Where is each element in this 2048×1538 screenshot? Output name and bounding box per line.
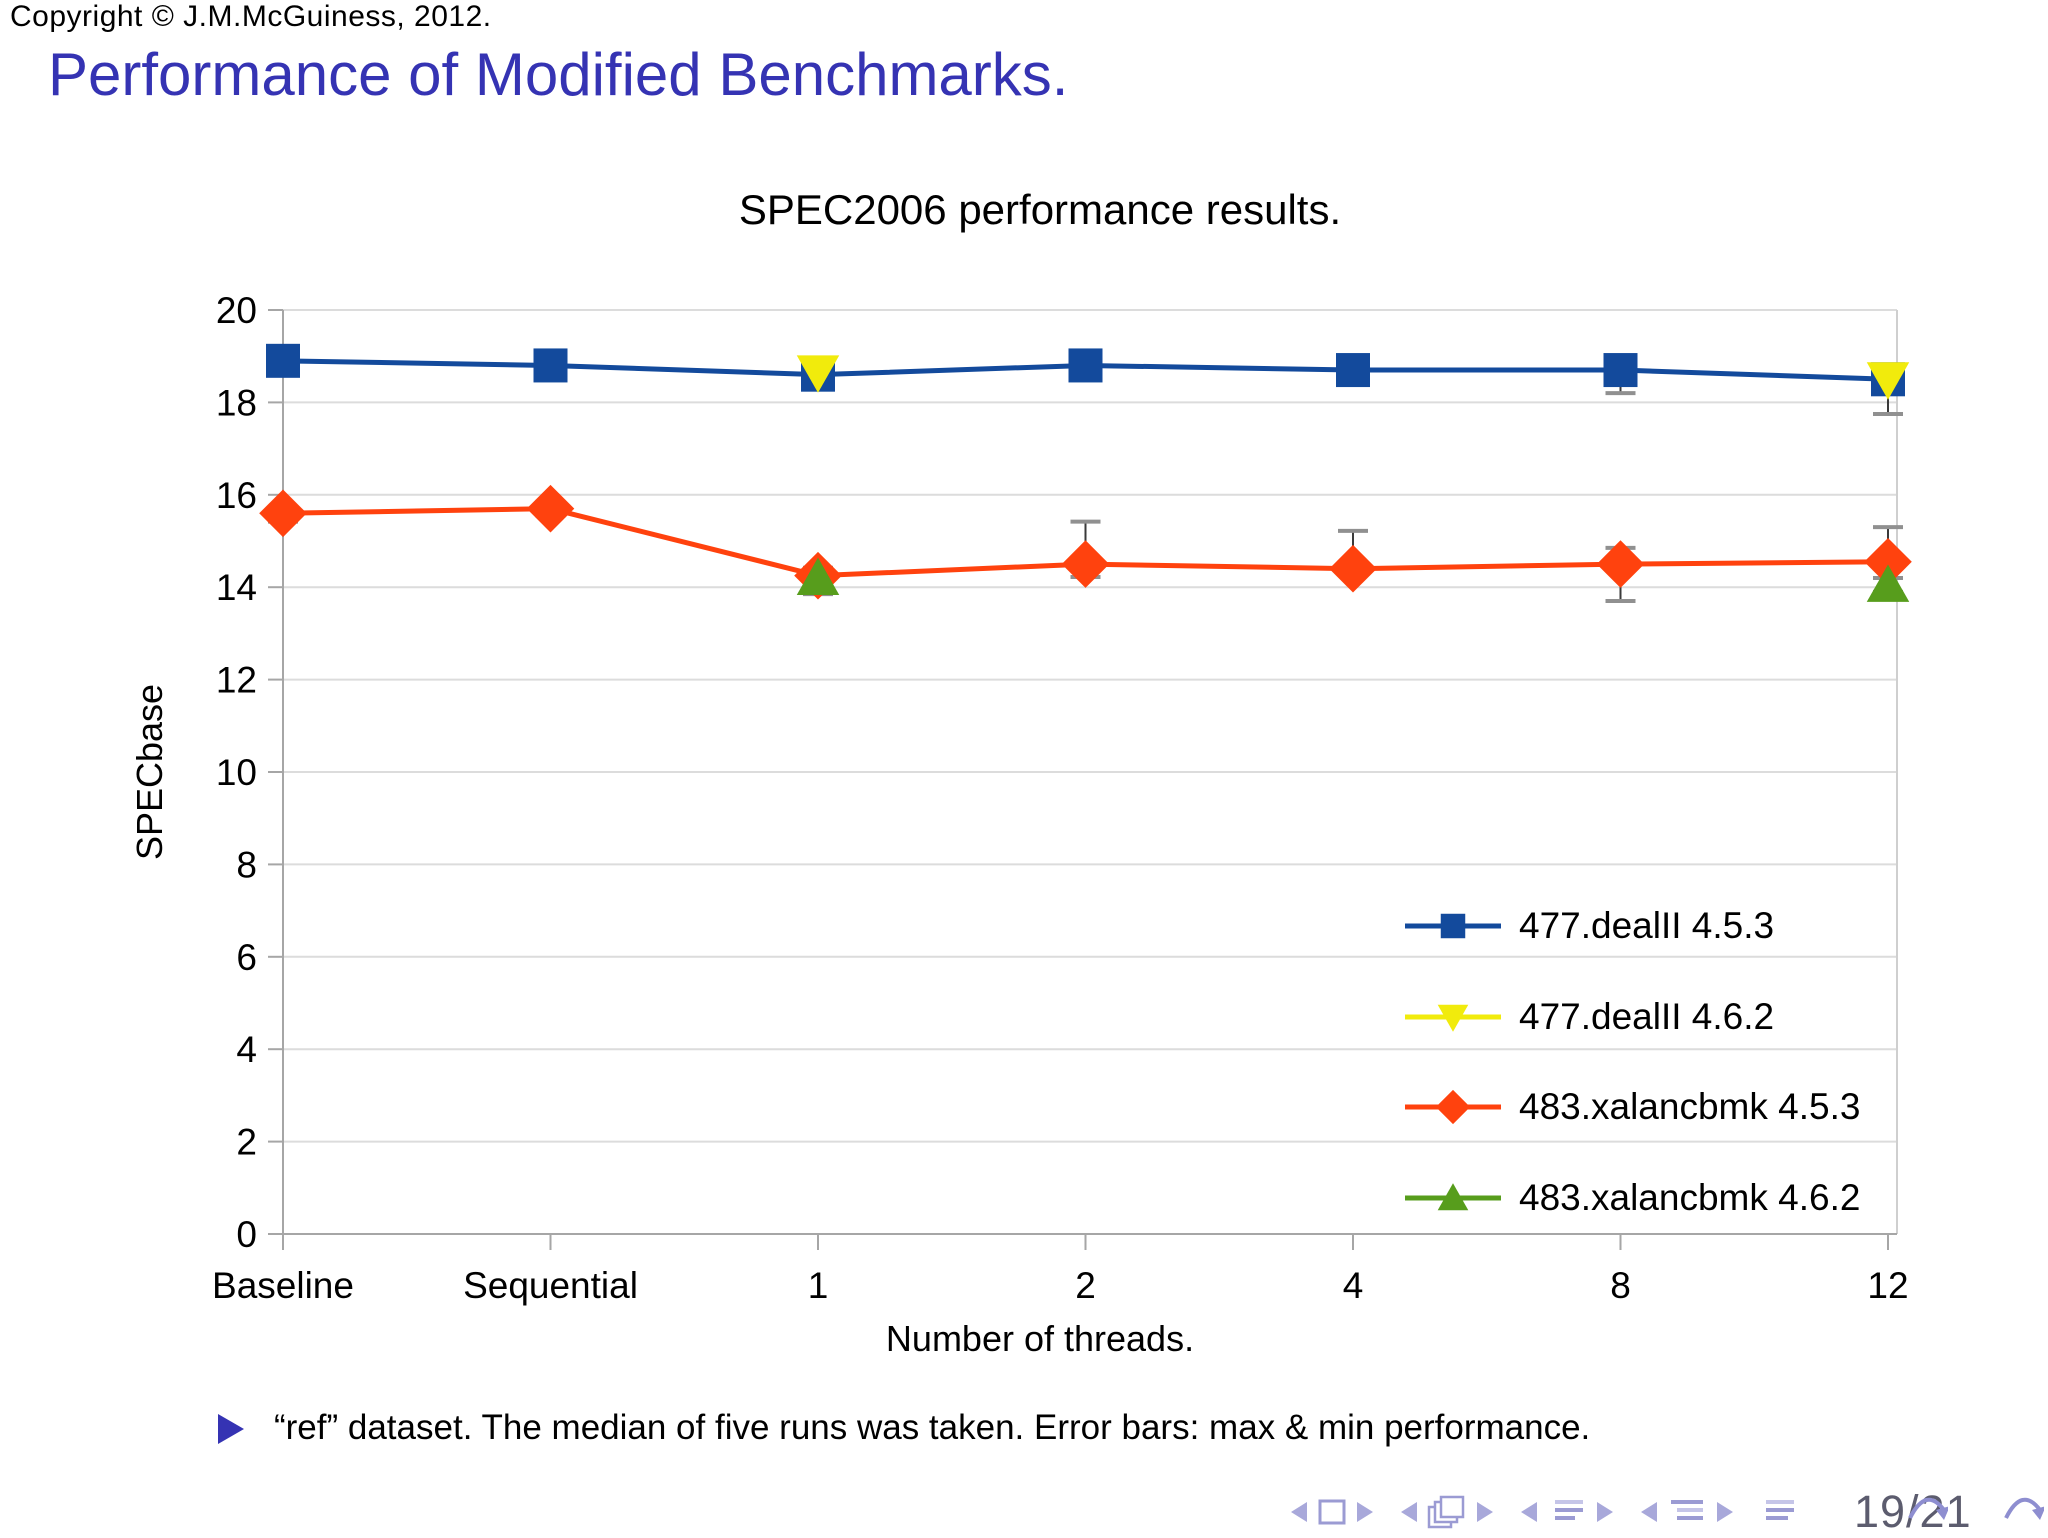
svg-text:0: 0 [236,1214,257,1255]
prev-section-icon[interactable] [1640,1501,1657,1523]
svg-text:Baseline: Baseline [212,1265,354,1306]
svg-text:12: 12 [1867,1265,1908,1306]
next-frame-icon[interactable] [1477,1501,1494,1523]
legend-item: 483.xalancbmk 4.5.3 [1405,1083,1860,1131]
prev-subsection-icon[interactable] [1520,1501,1537,1523]
legend-item: 477.dealII 4.6.2 [1405,993,1774,1041]
legend-label: 477.dealII 4.5.3 [1519,905,1775,946]
footnote-text: “ref” dataset. The median of five runs w… [274,1408,1591,1447]
legend-swatch-diamond [1405,1089,1501,1125]
prev-slide-icon[interactable] [1290,1501,1307,1523]
itemize-triangle-bullet [218,1414,244,1444]
frame-nav-group [1400,1495,1494,1529]
svg-text:2: 2 [1075,1265,1096,1306]
legend-swatch-triangle-down [1405,1004,1501,1032]
legend-label: 483.xalancbmk 4.5.3 [1519,1086,1861,1127]
slide-nav-group [1290,1498,1374,1526]
svg-text:18: 18 [216,382,257,423]
subsection-lines-icon[interactable] [1547,1498,1587,1526]
legend-label: 483.xalancbmk 4.6.2 [1519,1176,1861,1218]
footnote: “ref” dataset. The median of five runs w… [218,1408,1590,1448]
legend-item: 483.xalancbmk 4.6.2 [1405,1174,1860,1222]
appendix-lines-icon[interactable] [1760,1498,1800,1526]
jump-forward-icon[interactable] [2002,1492,2044,1528]
subsection-nav-group [1520,1498,1614,1526]
svg-text:12: 12 [216,660,257,701]
svg-text:10: 10 [216,752,257,793]
frames-icon[interactable] [1427,1495,1467,1529]
slide-title: Performance of Modified Benchmarks. [48,41,1069,108]
copyright-line: Copyright © J.M.McGuiness, 2012. [10,0,492,33]
svg-text:2: 2 [236,1122,257,1163]
svg-text:14: 14 [216,567,257,608]
legend-swatch-triangle-up [1405,1182,1501,1210]
next-subsection-icon[interactable] [1597,1501,1614,1523]
svg-text:Sequential: Sequential [463,1265,638,1306]
jump-back-icon[interactable] [1906,1492,1948,1528]
appendix-group [1760,1498,1800,1526]
svg-text:8: 8 [236,844,257,885]
svg-text:4: 4 [236,1029,257,1070]
section-nav-group [1640,1498,1734,1526]
x-axis-title: Number of threads. [885,1318,1195,1359]
legend-swatch-square [1405,913,1501,939]
slide-icon[interactable] [1317,1498,1347,1526]
svg-text:16: 16 [216,475,257,516]
legend-item: 477.dealII 4.5.3 [1405,902,1774,950]
page-indicator-wrap: 19/21 [1854,1486,2044,1537]
next-slide-icon[interactable] [1357,1501,1374,1523]
svg-text:4: 4 [1343,1265,1364,1306]
prev-frame-icon[interactable] [1400,1501,1417,1523]
svg-text:20: 20 [216,290,257,331]
beamer-navigation-bar: 19/21 [1290,1486,2044,1537]
legend-label: 477.dealII 4.6.2 [1519,995,1775,1037]
next-section-icon[interactable] [1717,1501,1734,1523]
svg-text:1: 1 [808,1265,829,1306]
section-lines-icon[interactable] [1667,1498,1707,1526]
chart-title: SPEC2006 performance results. [738,186,1342,233]
svg-text:8: 8 [1610,1265,1631,1306]
y-axis-title: SPECbase [129,683,170,861]
svg-text:6: 6 [236,937,257,978]
